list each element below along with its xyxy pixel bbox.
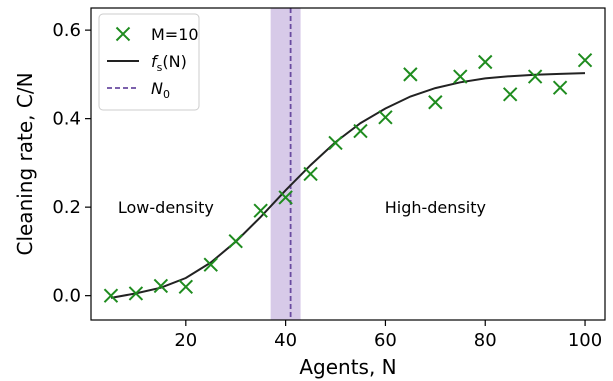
scatter-point — [552, 80, 568, 95]
y-axis-label: Cleaning rate, C/N — [13, 72, 37, 255]
scatter-point — [253, 203, 268, 218]
fit-line-layer — [110, 72, 586, 299]
y-tick-label: 0.0 — [52, 286, 81, 307]
fs-curve-line — [110, 72, 586, 299]
scatter-point — [478, 54, 493, 70]
y-tick-label: 0.6 — [52, 20, 81, 41]
legend-x-mark — [115, 26, 131, 42]
legend-label-m10: M=10 — [151, 25, 199, 44]
legend-label-n0: N0 — [151, 79, 170, 101]
scatter-point — [153, 278, 169, 294]
legend-label-m10-main: M=10 — [151, 25, 199, 44]
legend-marker-x-icon — [115, 26, 131, 42]
scatter-point — [203, 257, 218, 272]
scatter-point — [328, 135, 343, 151]
scatter-point — [278, 190, 293, 205]
legend-label-fs-tail: (N) — [162, 52, 186, 71]
scatter-point — [428, 95, 443, 110]
legend-label-fs-main: f — [151, 52, 159, 71]
scatter-point — [577, 53, 593, 68]
scatter-point — [128, 286, 144, 301]
scatter-point — [527, 69, 543, 84]
y-tick-label: 0.2 — [52, 197, 81, 218]
legend-label-fs: fs(N) — [151, 52, 187, 74]
legend-label-n0-sub: 0 — [163, 88, 170, 101]
scatter-point — [103, 288, 119, 303]
y-tick-label: 0.4 — [52, 109, 81, 130]
x-tick-label: 60 — [374, 330, 397, 351]
scatter-point — [228, 234, 243, 249]
tick-layer: 20 40 60 80 100 0.0 0.2 0.4 0.6 — [52, 20, 602, 351]
scatter-marker-layer — [103, 53, 593, 303]
scatter-point — [178, 279, 194, 295]
x-axis-label: Agents, N — [299, 355, 396, 379]
x-tick-label: 80 — [474, 330, 497, 351]
legend-label-n0-main: N — [151, 79, 163, 98]
legend-label-fs-sub: s — [157, 61, 163, 74]
annotation-high-density: High-density — [385, 198, 486, 217]
n0-band — [270, 8, 301, 320]
x-tick-label: 100 — [568, 330, 602, 351]
axes-frame — [90, 7, 606, 321]
scatter-point — [378, 110, 393, 125]
scatter-point — [353, 123, 368, 139]
scatter-point — [453, 69, 468, 84]
scatter-point — [403, 67, 418, 82]
legend-box — [98, 13, 200, 111]
annotation-low-density: Low-density — [118, 198, 214, 217]
n0-band-layer — [270, 8, 301, 320]
scatter-point — [502, 87, 518, 102]
legend: M=10 fs(N) N0 — [98, 13, 200, 111]
x-tick-label: 20 — [174, 330, 197, 351]
x-tick-label: 40 — [274, 330, 297, 351]
scatter-point — [303, 166, 318, 182]
